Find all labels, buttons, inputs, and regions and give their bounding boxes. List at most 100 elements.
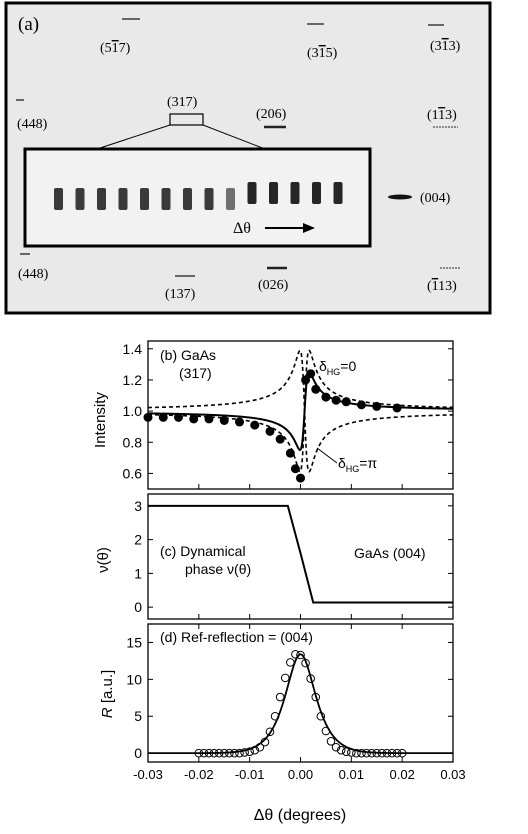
data-point <box>377 748 387 758</box>
reflection-spots <box>16 18 460 277</box>
data-point <box>265 426 275 436</box>
data-point <box>235 748 244 758</box>
panel-b-ylabel: Intensity <box>92 392 109 448</box>
data-point <box>199 748 209 758</box>
data-point <box>291 649 300 659</box>
data-point <box>240 748 249 757</box>
label-026: (026) <box>258 278 289 293</box>
delta-theta-arrow: Δθ <box>233 220 315 237</box>
y-tick-label: 1.2 <box>123 372 143 388</box>
inset-stripe <box>312 182 321 204</box>
inset-stripe <box>161 188 171 210</box>
inset-stripe <box>75 188 85 210</box>
data-point <box>352 748 361 758</box>
selection-box-317 <box>169 113 204 126</box>
panel-b-curves <box>148 349 453 473</box>
zoom-line-right <box>202 124 266 150</box>
data-point <box>143 412 153 422</box>
data-point <box>230 748 239 758</box>
data-point <box>214 748 224 758</box>
data-point <box>326 737 336 746</box>
label-004: (004) <box>420 191 451 206</box>
panel-c-annotation: (c) Dynamical <box>160 543 246 559</box>
label-206: (206) <box>256 107 287 122</box>
panel-d-yticks: 0 5 10 15 <box>126 634 453 761</box>
data-point <box>296 473 305 483</box>
data-point <box>286 658 295 667</box>
data-point <box>290 464 300 474</box>
delta-theta-label: Δθ <box>233 220 251 237</box>
inset-stripe <box>183 188 192 210</box>
y-tick-label: 0.8 <box>123 434 143 450</box>
data-point <box>301 658 310 668</box>
inset-stripes <box>54 182 343 210</box>
y-tick-label: 1.4 <box>123 341 143 357</box>
data-point <box>372 748 382 758</box>
data-point <box>270 711 280 721</box>
data-point <box>194 748 204 758</box>
y-tick-label: 5 <box>134 708 142 724</box>
inset-stripe <box>118 188 128 210</box>
data-point <box>235 417 244 427</box>
data-point <box>250 420 260 430</box>
data-point <box>311 384 321 394</box>
y-tick-label: 1.0 <box>123 403 143 419</box>
data-point <box>382 748 392 758</box>
label-137: (137) <box>165 287 196 302</box>
panel-c-annotation-3: GaAs (004) <box>354 545 426 561</box>
data-point <box>225 748 234 758</box>
inset-stripe <box>290 182 300 204</box>
x-tick-label: 0.01 <box>339 767 364 782</box>
inset-stripe <box>226 188 235 210</box>
y-tick-label: 1 <box>134 565 142 581</box>
data-point <box>306 674 315 683</box>
inset-stripe <box>97 188 106 210</box>
label-448-top: (448) <box>17 117 48 132</box>
label-517: (517) <box>100 41 131 56</box>
panel-d-reflectivity-plot: 0 5 10 15 -0.03 -0.02 -0.01 0.00 0.01 0.02 0.03 (… <box>99 623 466 824</box>
x-tick-label: 0.00 <box>288 767 313 782</box>
data-point <box>341 747 351 756</box>
curve-label-delta-pi: δHG=π <box>338 455 377 474</box>
zoom-line-left <box>96 124 171 150</box>
label-113: (113) <box>427 108 457 123</box>
data-point <box>362 748 371 758</box>
data-point <box>275 434 285 444</box>
inset-stripe <box>140 188 149 210</box>
data-point <box>336 745 346 755</box>
panel-c-yticks: 0 1 2 3 <box>134 498 454 619</box>
curve-delta-0 <box>148 349 453 473</box>
panel-c-curve <box>148 504 453 604</box>
y-tick-label: 10 <box>126 671 142 687</box>
data-point <box>219 415 229 425</box>
panel-a: (a) Δθ (517) (315) <box>4 1 492 315</box>
panel-b-yticks: 0.6 0.8 1.0 1.2 1.4 <box>123 341 454 489</box>
panel-c-phase-plot: 0 1 2 3 (c) Dynamical phase ν(θ) GaAs (004)… <box>95 493 454 620</box>
data-point <box>357 748 366 758</box>
data-point <box>174 412 183 422</box>
x-tick-label: -0.03 <box>133 767 163 782</box>
x-tick-label: 0.02 <box>390 767 415 782</box>
data-point <box>357 400 366 410</box>
label-113-bottom: (113) <box>427 279 457 294</box>
leader-delta-0 <box>302 369 314 384</box>
data-point <box>341 397 351 407</box>
data-point <box>189 414 199 424</box>
curve-delta-pi <box>148 349 453 473</box>
data-point <box>347 748 356 757</box>
data-point <box>255 742 265 752</box>
panel-d-points <box>194 649 407 758</box>
x-tick-label: -0.01 <box>235 767 265 782</box>
fit-curve <box>148 371 453 452</box>
panel-a-label: (a) <box>18 14 39 35</box>
x-tick-label: 0.03 <box>440 767 465 782</box>
panel-c-annotation-2: phase ν(θ) <box>185 561 251 577</box>
panel-b-points <box>143 369 402 483</box>
panel-d-annotation: (d) Ref-reflection = (004) <box>160 629 313 645</box>
inset-stripe <box>54 188 63 210</box>
y-tick-label: 15 <box>126 634 142 650</box>
panel-b-intensity-plot: 0.6 0.8 1.0 1.2 1.4 (b) GaAs (317) δHG=0 δHG… <box>92 340 454 490</box>
data-point <box>392 403 402 413</box>
data-point <box>245 747 254 756</box>
